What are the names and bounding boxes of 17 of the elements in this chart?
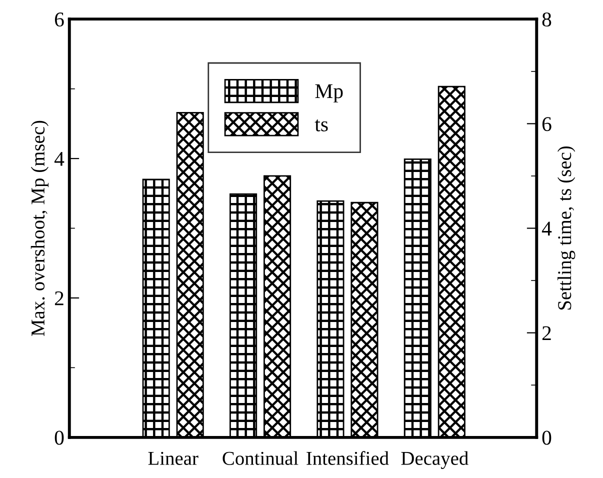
y2-tick-label: 8 <box>542 12 552 27</box>
x-tick-label: Linear <box>148 452 198 465</box>
y2-tick-label: 2 <box>542 326 551 340</box>
x-tick-label: Continual <box>222 451 298 465</box>
y-tick-label: 2 <box>54 291 64 306</box>
y2-tick-label: 0 <box>542 430 552 445</box>
y2-axis-title: Settling time, ts (sec) <box>558 146 576 310</box>
y-tick-label: 0 <box>54 430 64 445</box>
x-tick-label: Decayed <box>401 451 468 469</box>
legend-label: ts <box>314 119 328 132</box>
y-axis-title: Max. overshoot, Mp (msec) <box>30 120 49 336</box>
y-tick-label: 6 <box>54 12 64 27</box>
y2-tick-label: 6 <box>542 117 552 132</box>
x-tick-label: Intensified <box>306 451 389 465</box>
y-tick-label: 4 <box>54 152 64 166</box>
y2-tick-label: 4 <box>542 222 552 236</box>
legend-label: Mp <box>315 84 343 102</box>
